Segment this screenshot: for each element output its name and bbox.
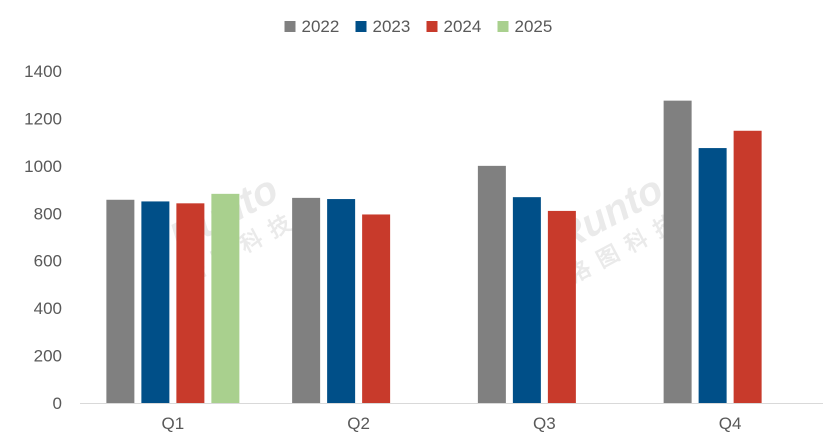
bar-2024-Q4 <box>733 130 762 403</box>
bar-2023-Q2 <box>327 199 356 403</box>
legend-label-2025: 2025 <box>515 17 553 36</box>
y-tick-label: 0 <box>53 394 62 413</box>
x-tick-label: Q3 <box>533 414 556 433</box>
y-tick-label: 1200 <box>24 109 62 128</box>
x-axis: Q1 Q2 Q3 Q4 <box>80 403 823 433</box>
y-axis: 0 200 400 600 800 1000 1200 1400 <box>24 62 62 413</box>
bar-2023-Q1 <box>141 201 170 403</box>
y-tick-label: 800 <box>34 204 62 223</box>
legend-swatch-2022 <box>284 21 296 32</box>
y-tick-label: 200 <box>34 347 62 366</box>
legend-swatch-2024 <box>426 21 438 32</box>
bar-2024-Q3 <box>547 210 576 403</box>
bar-2022-Q3 <box>477 165 506 403</box>
bars <box>106 100 762 404</box>
y-tick-label: 400 <box>34 299 62 318</box>
bar-2023-Q3 <box>512 197 541 403</box>
bar-2022-Q2 <box>292 197 321 403</box>
legend: 2022 2023 2024 2025 <box>284 17 553 36</box>
y-tick-label: 600 <box>34 252 62 271</box>
legend-label-2022: 2022 <box>302 17 340 36</box>
x-tick-label: Q4 <box>719 414 742 433</box>
x-tick-label: Q2 <box>347 414 370 433</box>
legend-label-2024: 2024 <box>444 17 482 36</box>
bar-2023-Q4 <box>698 148 727 403</box>
bar-2025-Q1 <box>211 193 240 403</box>
legend-swatch-2025 <box>497 21 509 32</box>
bar-2024-Q2 <box>362 214 391 403</box>
bar-2024-Q1 <box>176 203 205 403</box>
y-tick-label: 1000 <box>24 157 62 176</box>
x-tick-label: Q1 <box>162 414 185 433</box>
bar-2022-Q1 <box>106 199 135 403</box>
legend-label-2023: 2023 <box>373 17 411 36</box>
legend-swatch-2023 <box>355 21 367 32</box>
y-tick-label: 1400 <box>24 62 62 81</box>
bar-2022-Q4 <box>663 100 692 404</box>
